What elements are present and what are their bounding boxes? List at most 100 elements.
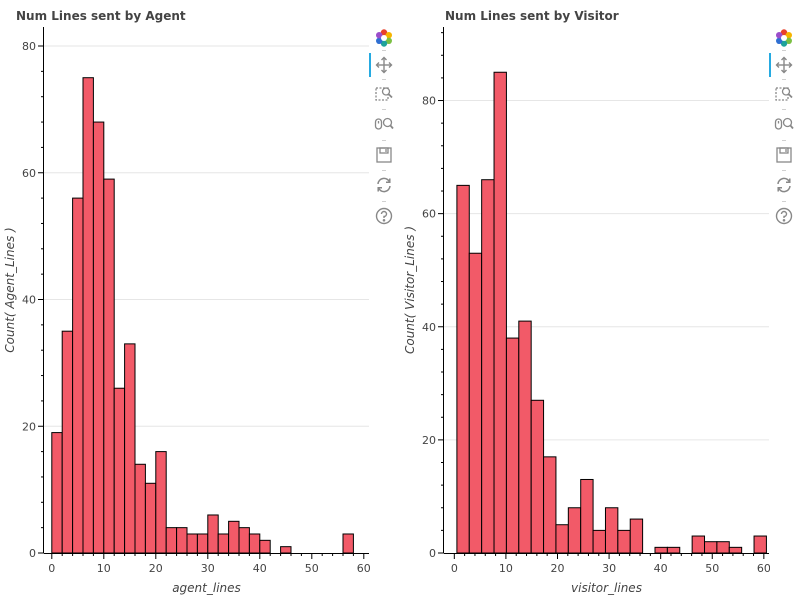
save-tool-button[interactable] (369, 142, 399, 168)
histogram-bar (518, 320, 532, 554)
visitor-plot-toolbar (769, 24, 799, 234)
histogram-bar (92, 121, 105, 554)
help-tool-icon (775, 207, 793, 225)
histogram-bar (629, 518, 644, 554)
toolbar-separator (782, 201, 786, 202)
y-tick-label: 60 (422, 208, 436, 221)
histogram-bar (72, 197, 84, 554)
pan-tool-button[interactable] (769, 52, 799, 78)
box-zoom-tool-icon (375, 85, 393, 103)
toolbar-separator (782, 50, 786, 51)
x-tick-label: 10 (499, 562, 513, 575)
y-tick-label: 40 (422, 321, 436, 334)
help-tool-button[interactable] (369, 203, 399, 229)
bokeh-logo-icon (374, 28, 394, 48)
histogram-bar (144, 482, 157, 554)
visitor-lines-histogram: Num Lines sent by Visitor 0 10 20 30 40 50 60 0 2… (403, 9, 770, 595)
x-tick-label: 60 (757, 562, 770, 575)
x-tick-label: 40 (654, 562, 668, 575)
bokeh-logo-button[interactable] (369, 25, 399, 51)
histogram-bar (716, 541, 730, 554)
histogram-bar (259, 539, 271, 554)
x-tick-label: 60 (357, 562, 370, 575)
y-axis-label: Count( Agent_Lines ) (3, 227, 17, 352)
toolbar-separator (382, 50, 386, 51)
x-tick-label: 10 (97, 562, 111, 575)
reset-tool-icon (775, 176, 793, 194)
wheel-zoom-tool-icon (374, 115, 394, 133)
histogram-bar (207, 514, 219, 554)
histogram-bar (666, 546, 681, 554)
toolbar-separator (382, 109, 386, 110)
toolbar-separator (782, 170, 786, 171)
histogram-bar (165, 527, 178, 554)
histogram-bar (248, 533, 261, 554)
chart-title: Num Lines sent by Visitor (445, 9, 619, 23)
agent-lines-plot: Num Lines sent by Agent 0 10 20 30 40 50 60 0 20 4… (0, 0, 400, 612)
histogram-bar (493, 71, 507, 554)
pan-tool-button[interactable] (369, 52, 399, 78)
agent-lines-histogram: Num Lines sent by Agent 0 10 20 30 40 50 60 0 20 4… (3, 9, 370, 595)
y-tick-label: 40 (22, 294, 36, 307)
x-tick-label: 50 (305, 562, 319, 575)
pan-tool-icon (375, 56, 393, 74)
y-tick-label: 0 (29, 547, 36, 560)
histogram-bar (82, 77, 94, 554)
x-axis-label: agent_lines (172, 581, 241, 595)
y-tick-label: 20 (422, 434, 436, 447)
histogram-bar (280, 546, 292, 554)
x-tick-label: 50 (705, 562, 719, 575)
histogram-bar (468, 252, 483, 554)
histogram-bar (456, 184, 470, 554)
histogram-bar (704, 541, 718, 554)
histogram-bar (505, 337, 520, 554)
histogram-bar (228, 520, 240, 554)
toolbar-separator (382, 201, 386, 202)
histogram-bar (654, 546, 668, 554)
save-tool-button[interactable] (769, 142, 799, 168)
histogram-bar (691, 535, 706, 554)
x-tick-label: 40 (253, 562, 267, 575)
histogram-bar (176, 527, 188, 554)
histogram-bar (103, 178, 115, 554)
x-tick-label: 30 (602, 562, 616, 575)
histogram-bar (217, 533, 230, 554)
x-tick-label: 0 (48, 562, 55, 575)
toolbar-separator (782, 109, 786, 110)
reset-tool-button[interactable] (369, 172, 399, 198)
histogram-bar (186, 533, 198, 554)
histogram-bar (196, 533, 209, 554)
histogram-bar (342, 533, 354, 554)
box-zoom-tool-button[interactable] (369, 81, 399, 107)
save-tool-icon (375, 146, 393, 164)
reset-tool-button[interactable] (769, 172, 799, 198)
save-tool-icon (775, 146, 793, 164)
histogram-bar (604, 507, 619, 554)
histogram-bar (592, 529, 606, 554)
y-tick-label: 0 (429, 547, 436, 560)
bokeh-logo-button[interactable] (769, 25, 799, 51)
box-zoom-tool-button[interactable] (769, 81, 799, 107)
histogram-bar (543, 456, 557, 554)
pan-tool-icon (775, 56, 793, 74)
histogram-bar (567, 507, 582, 554)
y-tick-label: 60 (22, 167, 36, 180)
histogram-bar (51, 432, 63, 554)
x-tick-label: 20 (149, 562, 163, 575)
reset-tool-icon (375, 176, 393, 194)
y-tick-label: 80 (22, 40, 36, 53)
wheel-zoom-tool-button[interactable] (369, 111, 399, 137)
histogram-bar (728, 546, 743, 554)
toolbar-separator (382, 170, 386, 171)
wheel-zoom-tool-icon (774, 115, 794, 133)
chart-title: Num Lines sent by Agent (16, 9, 186, 23)
histogram-bar (155, 451, 167, 554)
help-tool-button[interactable] (769, 203, 799, 229)
histogram-bar (113, 387, 126, 554)
toolbar-separator (782, 79, 786, 80)
histogram-bar (481, 179, 495, 554)
wheel-zoom-tool-button[interactable] (769, 111, 799, 137)
visitor-lines-plot: Num Lines sent by Visitor 0 10 20 30 40 50 60 0 2… (400, 0, 808, 612)
histogram-bar (124, 343, 136, 554)
x-axis-label: visitor_lines (571, 581, 642, 595)
